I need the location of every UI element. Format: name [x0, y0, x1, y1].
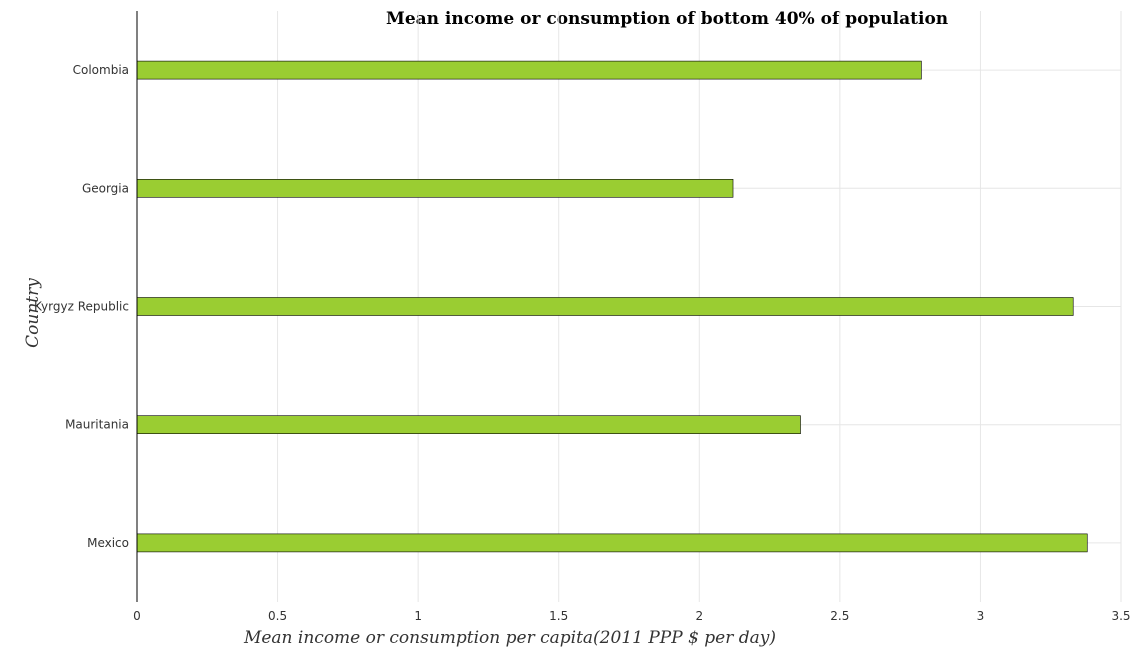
- x-tick-label: 0.5: [268, 609, 287, 623]
- chart-title: Mean income or consumption of bottom 40%…: [386, 9, 948, 29]
- bar: [136, 415, 801, 435]
- y-tick-label: Kyrgyz Republic: [34, 300, 129, 314]
- y-tick-labels: Colombia Georgia Kyrgyz Republic Mauritania…: [34, 63, 129, 550]
- x-tick-label: 2: [695, 609, 703, 623]
- x-tick-label: 1.5: [549, 609, 568, 623]
- y-tick-label: Georgia: [82, 181, 129, 195]
- x-tick-label: 0: [133, 609, 141, 623]
- bar: [136, 179, 734, 198]
- x-tick-label: 3: [977, 609, 985, 623]
- x-tick-labels: 0 0.5 1 1.5 2 2.5 3 3.5: [133, 609, 1130, 623]
- x-tick-label: 1: [414, 609, 422, 623]
- y-axis-title: Country: [23, 278, 43, 348]
- x-tick-label: 2.5: [830, 609, 849, 623]
- y-tick-label: Mexico: [87, 536, 129, 550]
- bars: [136, 60, 1088, 553]
- x-tick-label: 3.5: [1111, 609, 1130, 623]
- bar: [136, 533, 1088, 553]
- bar: [136, 297, 1074, 316]
- y-tick-label: Mauritania: [65, 418, 129, 432]
- bar: [136, 60, 922, 80]
- x-axis-title: Mean income or consumption per capita(20…: [243, 628, 776, 648]
- y-tick-label: Colombia: [73, 63, 129, 77]
